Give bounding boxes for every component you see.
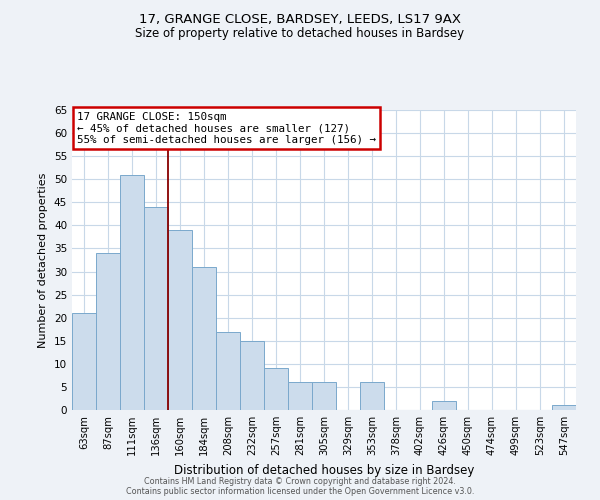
- Y-axis label: Number of detached properties: Number of detached properties: [38, 172, 49, 348]
- Text: Size of property relative to detached houses in Bardsey: Size of property relative to detached ho…: [136, 28, 464, 40]
- Text: Contains public sector information licensed under the Open Government Licence v3: Contains public sector information licen…: [126, 487, 474, 496]
- Bar: [120, 174, 144, 410]
- Bar: [216, 332, 240, 410]
- Bar: [144, 207, 168, 410]
- Bar: [312, 382, 336, 410]
- Bar: [168, 230, 192, 410]
- Text: 17 GRANGE CLOSE: 150sqm
← 45% of detached houses are smaller (127)
55% of semi-d: 17 GRANGE CLOSE: 150sqm ← 45% of detache…: [77, 112, 376, 144]
- Bar: [360, 382, 384, 410]
- Bar: [192, 267, 216, 410]
- Bar: [72, 313, 96, 410]
- X-axis label: Distribution of detached houses by size in Bardsey: Distribution of detached houses by size …: [174, 464, 474, 476]
- Text: 17, GRANGE CLOSE, BARDSEY, LEEDS, LS17 9AX: 17, GRANGE CLOSE, BARDSEY, LEEDS, LS17 9…: [139, 12, 461, 26]
- Bar: [264, 368, 288, 410]
- Bar: [432, 401, 456, 410]
- Bar: [96, 253, 120, 410]
- Text: Contains HM Land Registry data © Crown copyright and database right 2024.: Contains HM Land Registry data © Crown c…: [144, 477, 456, 486]
- Bar: [240, 341, 264, 410]
- Bar: [552, 406, 576, 410]
- Bar: [288, 382, 312, 410]
